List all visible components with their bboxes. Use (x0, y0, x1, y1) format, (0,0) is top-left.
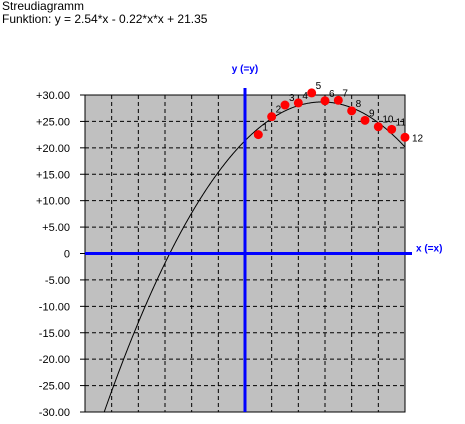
y-tick-label: +10.00 (36, 196, 70, 208)
data-point (387, 124, 397, 134)
data-point (373, 122, 383, 132)
data-point-label: 10 (382, 115, 394, 126)
data-point-label: 3 (289, 93, 295, 104)
y-axis-label: y (=y) (232, 64, 258, 75)
y-tick-label: -20.00 (39, 354, 70, 366)
chart-subtitle: Funktion: y = 2.54*x - 0.22*x*x + 21.35 (2, 12, 208, 26)
y-tick-label: +5.00 (42, 222, 70, 234)
data-point (280, 100, 290, 110)
title-block: Streudiagramm Funktion: y = 2.54*x - 0.2… (2, 0, 207, 26)
data-point (320, 96, 330, 106)
y-tick-label: +15.00 (36, 169, 70, 181)
y-tick-label: +20.00 (36, 143, 70, 155)
data-point (347, 106, 357, 116)
data-point (307, 88, 317, 98)
y-tick-label: -5.00 (45, 275, 70, 287)
data-point (360, 115, 370, 125)
y-tick-label: 0 (64, 249, 70, 261)
data-point-label: 6 (329, 89, 335, 100)
data-point-label: 9 (369, 108, 375, 119)
y-tick-label: -10.00 (39, 301, 70, 313)
data-point-label: 8 (356, 99, 362, 110)
chart-title: Streudiagramm (2, 0, 85, 13)
data-point (253, 130, 263, 140)
data-point-label: 7 (342, 88, 348, 99)
data-point-label: 4 (302, 91, 308, 102)
data-point (293, 98, 303, 108)
x-axis-label: x (=x) (416, 244, 442, 255)
data-point (400, 132, 410, 142)
data-point (267, 112, 277, 122)
data-point (333, 95, 343, 105)
y-tick-label: +25.00 (36, 116, 70, 128)
data-point-label: 12 (412, 133, 424, 144)
data-point-label: 5 (316, 81, 322, 92)
grid-lines (85, 95, 405, 412)
y-tick-label: +30.00 (36, 90, 70, 102)
axes (85, 88, 412, 412)
y-tick-label: -30.00 (39, 407, 70, 419)
data-point-label: 11 (396, 117, 407, 128)
data-point-label: 2 (276, 105, 282, 116)
y-tick-labels: +30.00 +25.00 +20.00 +15.00 +10.00 +5.00 0 -5.0… (36, 90, 85, 419)
data-point-label: 1 (262, 123, 268, 134)
y-tick-label: -25.00 (39, 381, 70, 393)
y-tick-label: -15.00 (39, 328, 70, 340)
